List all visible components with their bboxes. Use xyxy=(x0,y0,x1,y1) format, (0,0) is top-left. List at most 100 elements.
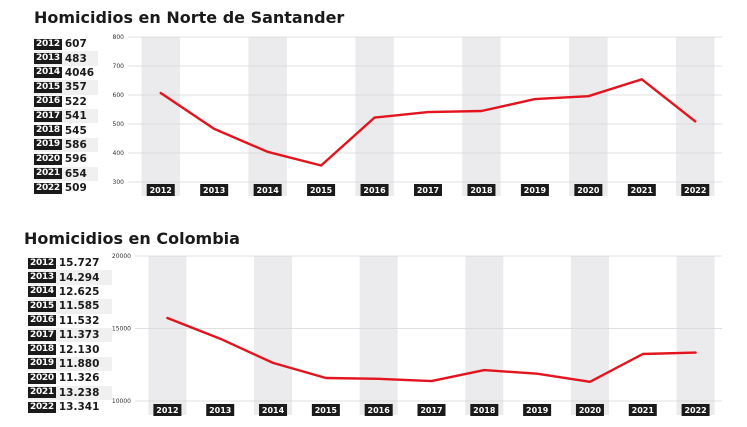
column-band xyxy=(465,256,504,415)
svg-text:2018: 2018 xyxy=(470,186,493,195)
x-tick-label: 2012 xyxy=(153,404,182,416)
side-value: 4046 xyxy=(64,66,95,79)
side-year-badge: 2021 xyxy=(34,168,62,180)
svg-text:2020: 2020 xyxy=(579,406,602,415)
y-tick-label: 300 xyxy=(113,179,125,186)
side-value: 14.294 xyxy=(58,271,100,284)
y-tick-label: 600 xyxy=(113,92,125,99)
column-band xyxy=(570,256,609,415)
side-value: 607 xyxy=(64,38,87,51)
svg-text:2022: 2022 xyxy=(684,406,706,415)
side-list-row: 2021 13.238 xyxy=(28,385,112,400)
column-band xyxy=(254,256,293,415)
svg-text:2012: 2012 xyxy=(156,406,178,415)
svg-text:2016: 2016 xyxy=(363,186,386,195)
side-value: 654 xyxy=(64,167,87,180)
side-year-badge: 2016 xyxy=(34,96,62,108)
side-value: 13.341 xyxy=(58,401,100,414)
side-list-row: 2019 586 xyxy=(34,137,98,153)
side-list-row: 2020 596 xyxy=(34,152,98,167)
line-chart: 20000 15000 10000 2012 2013 2014 2015 2016 2017 2… xyxy=(112,253,722,416)
side-value: 13.238 xyxy=(58,386,100,399)
side-year-badge: 2018 xyxy=(28,344,56,356)
x-tick-label: 2014 xyxy=(253,184,282,196)
y-tick-label: 20000 xyxy=(112,253,131,260)
side-list-row: 2018 12.130 xyxy=(28,342,112,357)
side-list-row: 2018 545 xyxy=(34,123,98,138)
column-band xyxy=(141,37,180,196)
y-tick-label: 700 xyxy=(113,63,125,70)
x-tick-label: 2014 xyxy=(259,404,288,416)
x-tick-label: 2022 xyxy=(681,404,710,416)
chart-panel-colombia: Homicidios en Colombia 2012 15.727 2013 14.… xyxy=(0,222,747,427)
side-year-badge: 2016 xyxy=(28,315,56,327)
chart-title: Homicidios en Colombia xyxy=(24,229,240,248)
side-year-badge: 2015 xyxy=(28,300,56,312)
side-value: 11.532 xyxy=(58,314,100,327)
side-value: 596 xyxy=(64,153,87,166)
side-value: 509 xyxy=(64,182,87,195)
column-band xyxy=(676,256,715,415)
svg-text:2013: 2013 xyxy=(203,186,225,195)
x-tick-label: 2019 xyxy=(520,184,549,196)
series-line xyxy=(166,316,697,384)
side-year-badge: 2019 xyxy=(28,358,56,370)
column-band xyxy=(569,37,608,196)
side-year-badge: 2021 xyxy=(28,387,56,399)
side-list-row: 2012 607 xyxy=(34,37,98,52)
x-tick-label: 2019 xyxy=(523,404,552,416)
chart-panel-norte-santander: Homicidios en Norte de Santander 2012 607… xyxy=(0,0,747,210)
x-tick-label: 2021 xyxy=(627,184,656,196)
side-year-badge: 2012 xyxy=(28,257,56,269)
side-list-row: 2015 11.585 xyxy=(28,299,112,314)
side-list-row: 2013 14.294 xyxy=(28,270,112,285)
side-year-badge: 2022 xyxy=(34,182,62,194)
x-tick-label: 2016 xyxy=(360,184,389,196)
y-tick-label: 400 xyxy=(113,150,125,157)
side-year-badge: 2013 xyxy=(34,53,62,65)
side-value-list: 2012 15.727 2013 14.294 2014 12.625 2015 11.585… xyxy=(28,256,112,415)
svg-text:2021: 2021 xyxy=(631,186,654,195)
x-tick-label: 2022 xyxy=(681,184,710,196)
side-year-badge: 2020 xyxy=(34,153,62,165)
side-value: 541 xyxy=(64,110,87,123)
x-tick-label: 2016 xyxy=(364,404,393,416)
side-value: 12.625 xyxy=(58,285,100,298)
svg-text:2018: 2018 xyxy=(473,406,496,415)
side-value: 586 xyxy=(64,138,87,151)
x-tick-label: 2017 xyxy=(417,404,446,416)
svg-text:2015: 2015 xyxy=(315,406,338,415)
x-tick-label: 2020 xyxy=(575,404,604,416)
column-band xyxy=(359,256,398,415)
side-value: 11.585 xyxy=(58,300,100,313)
side-value: 357 xyxy=(64,81,87,94)
x-tick-label: 2018 xyxy=(467,184,496,196)
side-year-badge: 2020 xyxy=(28,372,56,384)
side-value: 545 xyxy=(64,124,87,137)
series-line xyxy=(159,78,697,167)
svg-text:2021: 2021 xyxy=(632,406,655,415)
side-list-row: 2021 654 xyxy=(34,166,98,181)
side-list-row: 2015 357 xyxy=(34,80,98,95)
side-value: 11.880 xyxy=(58,357,100,370)
side-year-badge: 2022 xyxy=(28,401,56,413)
side-list-row: 2014 4046 xyxy=(34,65,98,81)
y-tick-label: 15000 xyxy=(112,326,131,333)
x-tick-label: 2015 xyxy=(307,184,336,196)
line-chart: 800 700 600 500 400 300 2012 2013 2014 2015 2016 20… xyxy=(113,34,722,196)
x-tick-label: 2013 xyxy=(206,404,235,416)
side-year-badge: 2013 xyxy=(28,272,56,284)
side-year-badge: 2014 xyxy=(34,67,62,79)
side-year-badge: 2012 xyxy=(34,38,62,50)
side-list-row: 2016 11.532 xyxy=(28,313,112,328)
svg-text:2012: 2012 xyxy=(150,186,172,195)
svg-text:2014: 2014 xyxy=(262,406,285,415)
y-tick-label: 10000 xyxy=(112,398,131,405)
svg-text:2017: 2017 xyxy=(420,406,442,415)
column-band xyxy=(676,37,715,196)
svg-text:2022: 2022 xyxy=(684,186,706,195)
svg-text:2017: 2017 xyxy=(417,186,439,195)
svg-text:2016: 2016 xyxy=(368,406,391,415)
svg-text:2019: 2019 xyxy=(526,406,549,415)
x-tick-label: 2021 xyxy=(628,404,657,416)
